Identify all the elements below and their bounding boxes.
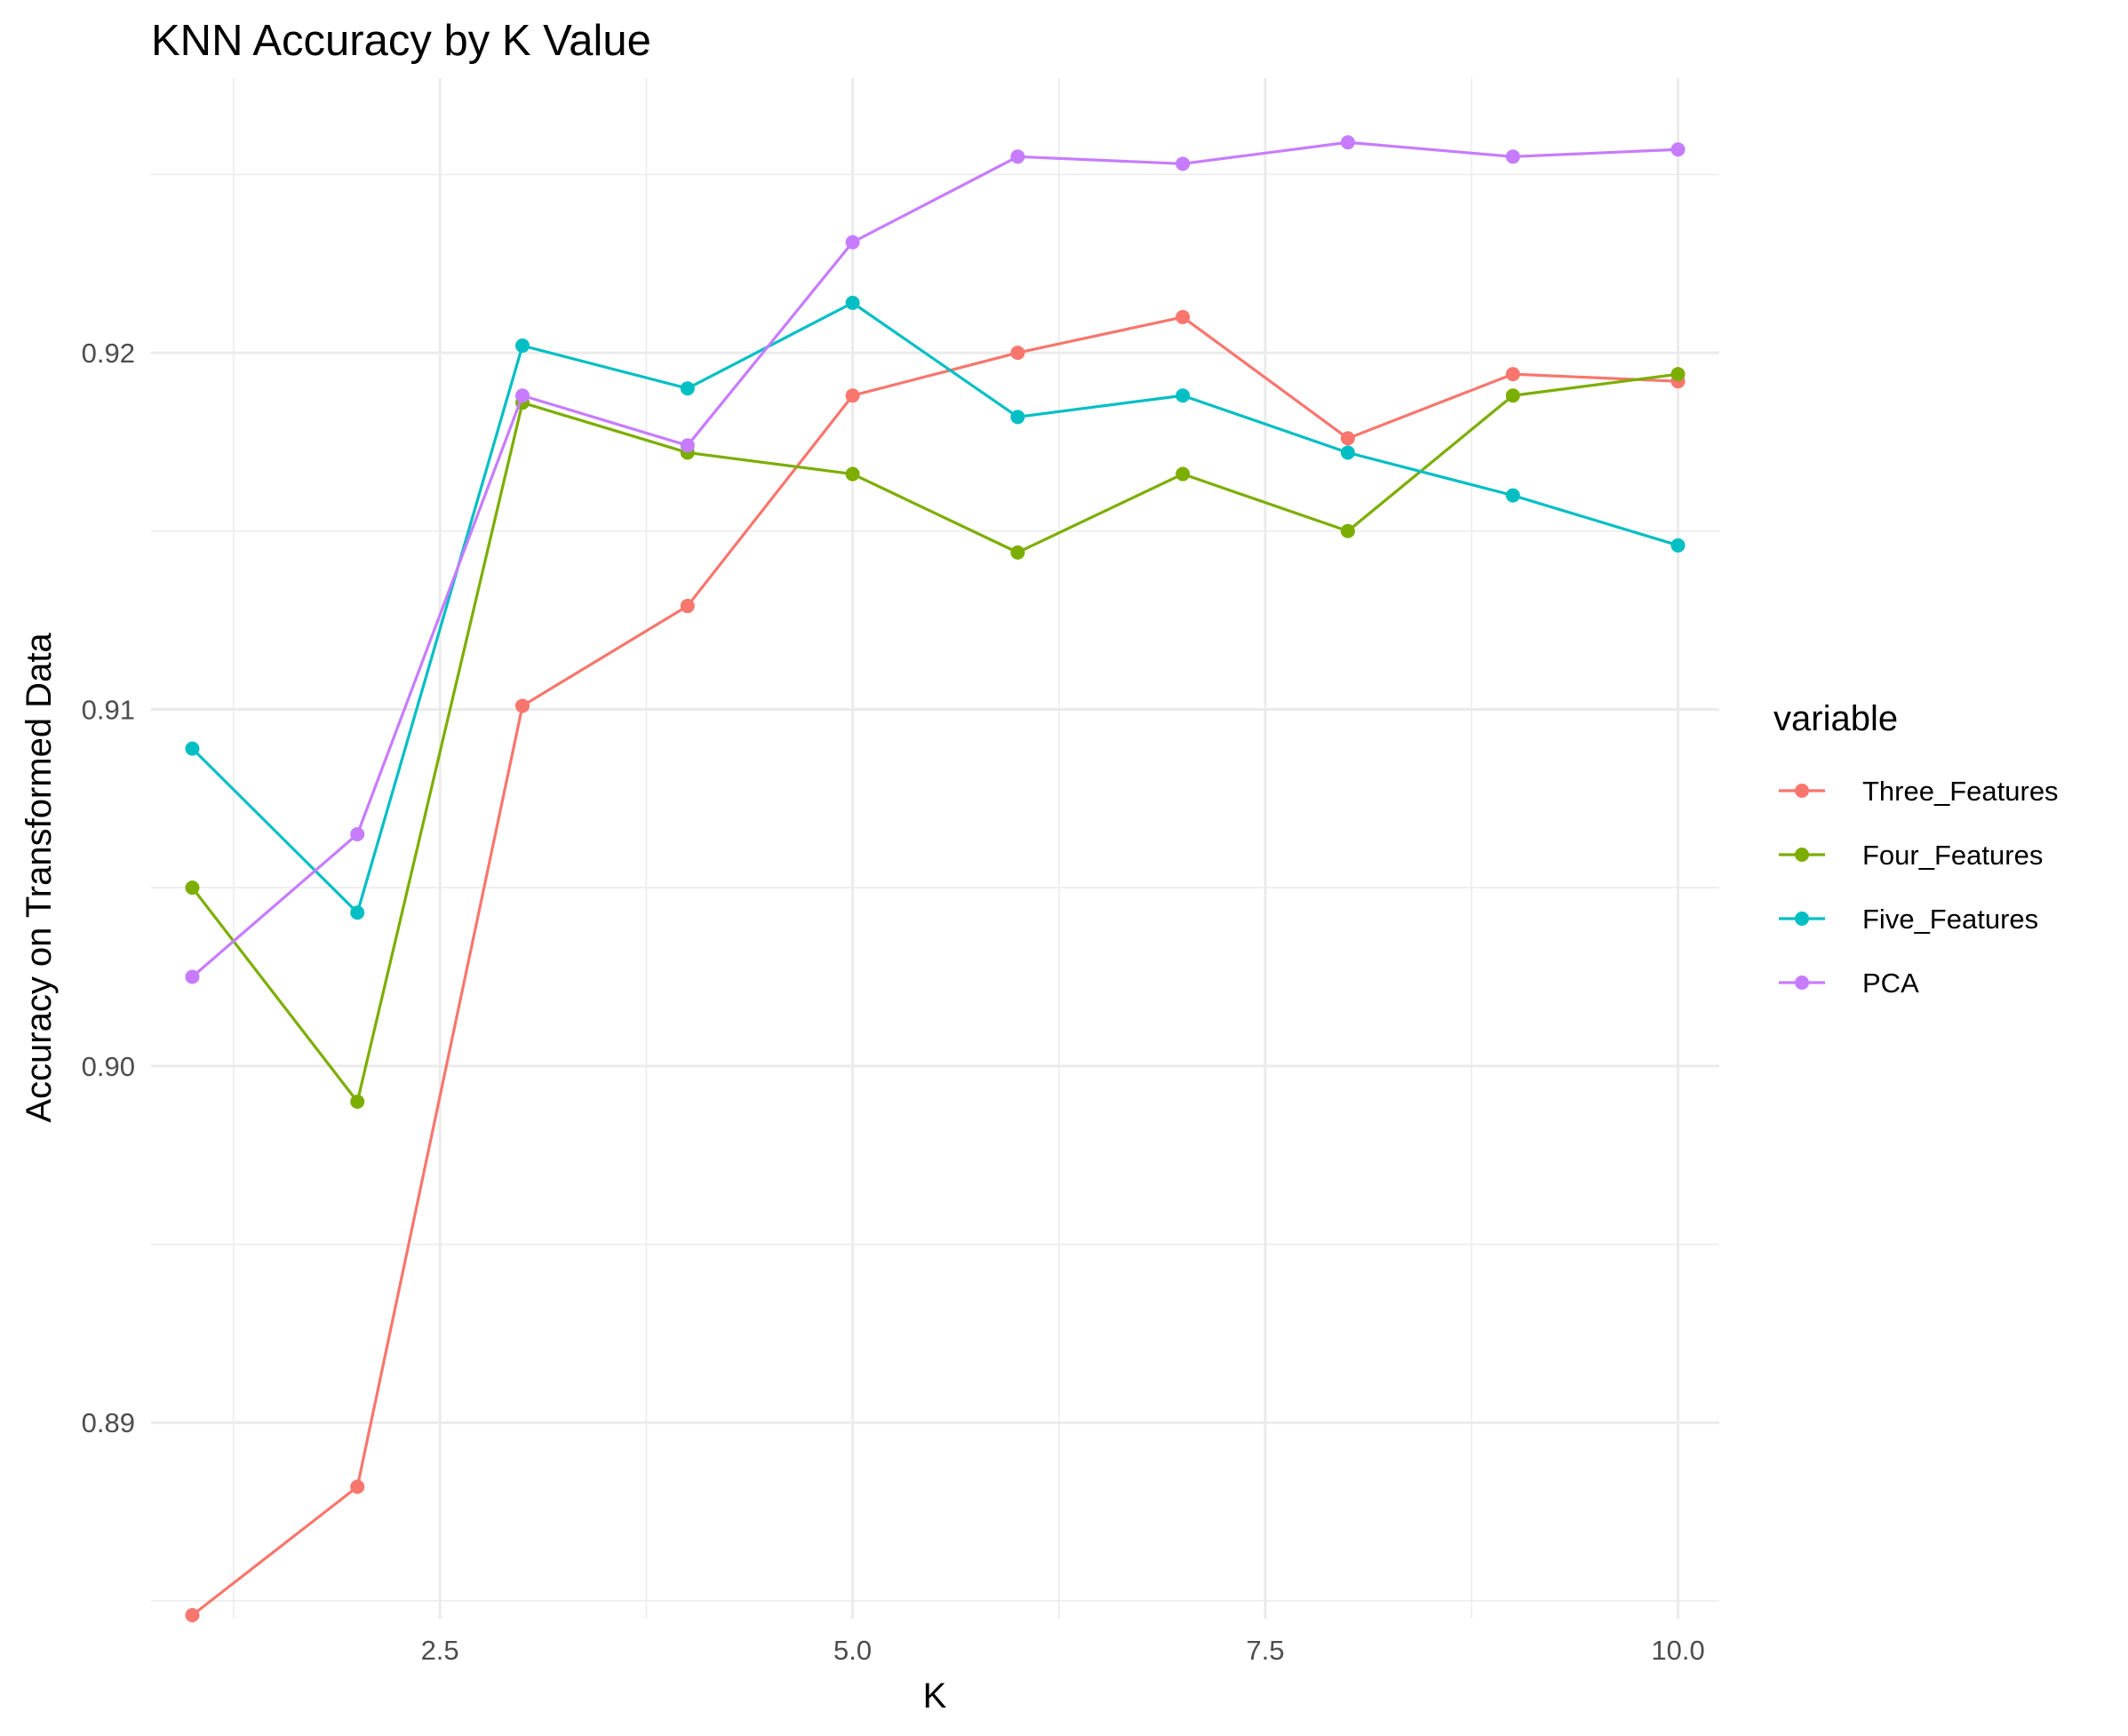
data-point-four-features bbox=[1010, 545, 1025, 560]
data-point-three-features bbox=[1176, 309, 1191, 324]
legend-items: Three_Features Four_Features Five_Features… bbox=[1779, 776, 2059, 999]
legend-item-three-features: Three_Features bbox=[1779, 776, 2059, 807]
data-point-five-features bbox=[1010, 410, 1025, 425]
data-point-five-features bbox=[1505, 488, 1520, 503]
data-point-five-features bbox=[680, 381, 695, 396]
legend-label: Four_Features bbox=[1862, 840, 2043, 871]
legend-title: variable bbox=[1773, 699, 1898, 738]
data-point-five-features bbox=[1176, 388, 1191, 403]
data-point-pca bbox=[1340, 135, 1355, 150]
series-layer bbox=[185, 135, 1686, 1622]
legend-item-five-features: Five_Features bbox=[1779, 904, 2038, 935]
legend-label: PCA bbox=[1862, 968, 1919, 999]
data-point-pca bbox=[680, 438, 695, 453]
y-tick-label: 0.90 bbox=[82, 1051, 135, 1082]
x-axis-title: K bbox=[923, 1676, 947, 1716]
grid bbox=[151, 78, 1719, 1619]
series-line-five-features bbox=[191, 301, 1679, 914]
series-line-four-features bbox=[191, 372, 1678, 1103]
data-point-three-features bbox=[1505, 367, 1520, 382]
legend-key-point bbox=[1795, 848, 1809, 862]
legend-item-pca: PCA bbox=[1779, 968, 1919, 999]
series-five-features bbox=[185, 295, 1686, 920]
legend-key-point bbox=[1795, 976, 1809, 990]
legend: variable Three_Features Four_Features Five… bbox=[1773, 699, 2059, 999]
data-point-four-features bbox=[1176, 466, 1191, 482]
series-three-features bbox=[185, 309, 1686, 1622]
series-four-features bbox=[185, 367, 1686, 1109]
x-tick-label: 2.5 bbox=[421, 1635, 459, 1666]
legend-key-point bbox=[1795, 912, 1809, 926]
data-point-pca bbox=[1010, 149, 1025, 164]
data-point-four-features bbox=[1340, 523, 1355, 538]
data-point-pca bbox=[845, 235, 860, 250]
series-line-three-features bbox=[191, 315, 1678, 1617]
data-point-three-features bbox=[350, 1479, 365, 1494]
data-point-pca bbox=[515, 388, 530, 403]
data-point-pca bbox=[1505, 149, 1520, 164]
x-tick-label: 10.0 bbox=[1651, 1635, 1704, 1666]
legend-label: Five_Features bbox=[1862, 904, 2038, 935]
x-axis-ticks: 2.5 5.0 7.5 10.0 bbox=[421, 1635, 1705, 1666]
y-tick-label: 0.89 bbox=[82, 1407, 135, 1438]
data-point-pca bbox=[185, 969, 200, 984]
data-point-three-features bbox=[185, 1607, 200, 1622]
y-axis-ticks: 0.89 0.90 0.91 0.92 bbox=[82, 338, 135, 1438]
x-tick-label: 5.0 bbox=[833, 1635, 872, 1666]
data-point-three-features bbox=[515, 698, 530, 713]
data-point-pca bbox=[1670, 142, 1686, 157]
data-point-three-features bbox=[1340, 431, 1355, 446]
chart-title: KNN Accuracy by K Value bbox=[151, 17, 651, 65]
series-pca bbox=[185, 135, 1686, 984]
data-point-three-features bbox=[1010, 346, 1025, 361]
legend-label: Three_Features bbox=[1862, 776, 2059, 807]
data-point-five-features bbox=[1670, 538, 1686, 553]
y-tick-label: 0.92 bbox=[82, 338, 135, 369]
y-axis-title: Accuracy on Transformed Data bbox=[20, 633, 59, 1123]
data-point-five-features bbox=[845, 295, 860, 310]
data-point-four-features bbox=[1670, 367, 1686, 382]
data-point-pca bbox=[350, 826, 365, 841]
data-point-four-features bbox=[350, 1094, 365, 1109]
data-point-five-features bbox=[185, 741, 200, 756]
data-point-five-features bbox=[515, 338, 530, 354]
x-tick-label: 7.5 bbox=[1247, 1635, 1285, 1666]
data-point-four-features bbox=[845, 466, 860, 482]
y-tick-label: 0.91 bbox=[82, 694, 135, 725]
data-point-pca bbox=[1176, 156, 1191, 171]
legend-item-four-features: Four_Features bbox=[1779, 840, 2043, 871]
series-line-pca bbox=[191, 140, 1678, 978]
data-point-three-features bbox=[680, 599, 695, 614]
data-point-five-features bbox=[1340, 445, 1355, 460]
legend-key-point bbox=[1795, 784, 1809, 798]
data-point-five-features bbox=[350, 905, 365, 920]
data-point-three-features bbox=[845, 388, 860, 403]
data-point-four-features bbox=[185, 880, 200, 896]
data-point-four-features bbox=[1505, 388, 1520, 403]
